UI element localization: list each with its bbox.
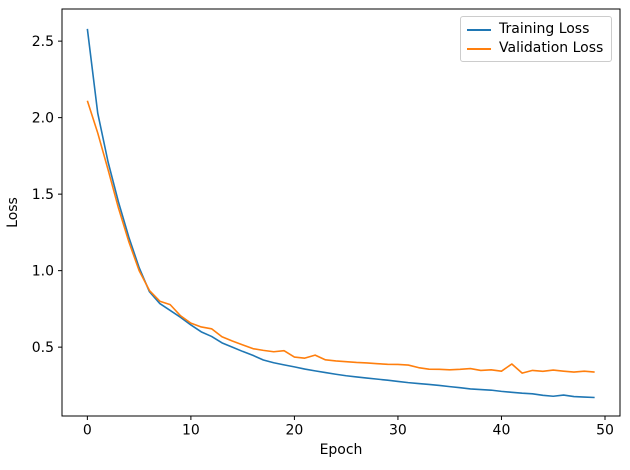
x-tick-label: 30 [389,423,407,439]
x-tick-label: 0 [83,423,92,439]
legend-item-training-loss: Training Loss [467,20,603,39]
legend: Training Loss Validation Loss [460,16,613,62]
x-axis-title: Epoch [320,442,363,458]
x-tick-label: 40 [493,423,511,439]
series-line-training-loss [86,28,595,399]
legend-label-training-loss: Training Loss [499,21,590,37]
series-line-validation-loss [86,100,595,374]
axes-frame [61,8,621,417]
training-loss-line-icon [467,28,491,31]
y-tick-label: 2.0 [32,111,54,127]
y-tick-label: 1.5 [32,187,54,203]
y-axis-title: Loss [5,197,21,228]
legend-label-validation-loss: Validation Loss [499,40,604,56]
validation-loss-line-icon [467,47,491,50]
y-tick-label: 2.5 [32,34,54,50]
x-tick-label: 20 [285,423,303,439]
x-tick-label: 50 [596,423,614,439]
legend-item-validation-loss: Validation Loss [467,39,603,58]
y-tick-label: 0.5 [32,340,54,356]
x-tick-label: 10 [182,423,200,439]
y-tick-label: 1.0 [32,264,54,280]
